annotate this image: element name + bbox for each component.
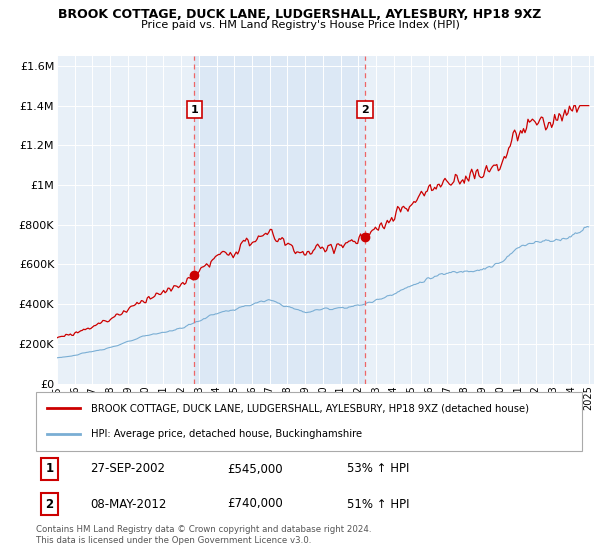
Text: Price paid vs. HM Land Registry's House Price Index (HPI): Price paid vs. HM Land Registry's House … [140,20,460,30]
Text: 08-MAY-2012: 08-MAY-2012 [91,497,167,511]
Text: HPI: Average price, detached house, Buckinghamshire: HPI: Average price, detached house, Buck… [91,430,362,440]
Text: 27-SEP-2002: 27-SEP-2002 [91,463,166,475]
Text: £740,000: £740,000 [227,497,283,511]
Bar [194,56,365,384]
Text: £545,000: £545,000 [227,463,283,475]
Text: BROOK COTTAGE, DUCK LANE, LUDGERSHALL, AYLESBURY, HP18 9XZ: BROOK COTTAGE, DUCK LANE, LUDGERSHALL, A… [58,8,542,21]
Text: 53% ↑ HPI: 53% ↑ HPI [347,463,410,475]
Text: Contains HM Land Registry data © Crown copyright and database right 2024.
This d: Contains HM Land Registry data © Crown c… [36,525,371,545]
Text: 1: 1 [46,463,54,475]
FancyBboxPatch shape [36,392,582,451]
Text: BROOK COTTAGE, DUCK LANE, LUDGERSHALL, AYLESBURY, HP18 9XZ (detached house): BROOK COTTAGE, DUCK LANE, LUDGERSHALL, A… [91,403,529,413]
Text: 51% ↑ HPI: 51% ↑ HPI [347,497,410,511]
Text: 1: 1 [190,105,198,115]
Text: 2: 2 [46,497,54,511]
Text: 2: 2 [361,105,369,115]
